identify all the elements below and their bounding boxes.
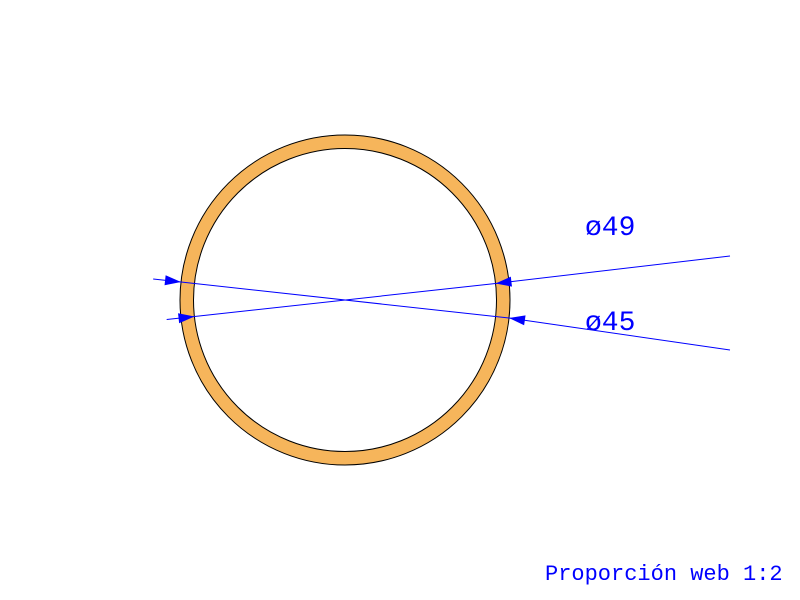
dimension-arrowhead — [509, 315, 526, 325]
dimension-leader — [496, 256, 731, 284]
dimension-label-inner: ø45 — [585, 308, 635, 339]
dimension-label-outer: ø49 — [585, 213, 635, 244]
dimension-outer: ø49 — [153, 213, 730, 350]
dimension-arrowhead — [165, 275, 181, 285]
technical-drawing: ø49 ø45 Proporción web 1:2 — [0, 0, 800, 600]
dimension-inner: ø45 — [167, 256, 730, 339]
scale-note: Proporción web 1:2 — [545, 562, 783, 587]
